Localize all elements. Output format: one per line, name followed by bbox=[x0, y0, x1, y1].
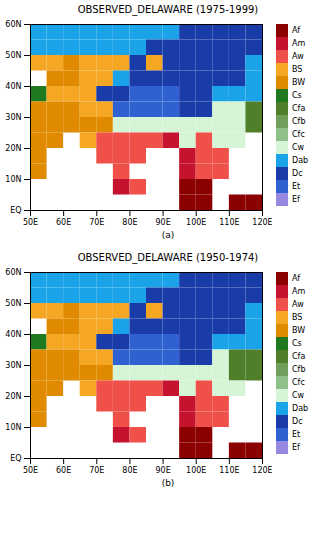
svg-text:110E: 110E bbox=[219, 466, 239, 475]
svg-text:50N: 50N bbox=[5, 299, 21, 308]
html-text:Am: Am bbox=[292, 39, 306, 48]
html-text:Dab: Dab bbox=[292, 404, 309, 413]
html-text:OBSERVED_DELAWARE (1950-1974): OBSERVED_DELAWARE (1950-1974) bbox=[77, 252, 259, 263]
svg-text:90E: 90E bbox=[155, 466, 170, 475]
svg-text:40N: 40N bbox=[5, 330, 21, 339]
html-text:Ef: Ef bbox=[292, 443, 300, 452]
html-text:Cfa: Cfa bbox=[292, 104, 306, 113]
html-text:Dab: Dab bbox=[292, 156, 309, 165]
html-text:Af: Af bbox=[292, 274, 300, 283]
html-text:Cfc: Cfc bbox=[292, 130, 305, 139]
html-text:(a): (a) bbox=[161, 230, 175, 240]
svg-text:EQ: EQ bbox=[10, 206, 21, 215]
svg-text:20N: 20N bbox=[5, 392, 21, 401]
html-text:Cfb: Cfb bbox=[292, 365, 306, 374]
html-text:Cs: Cs bbox=[292, 339, 302, 348]
html-text:Cfb: Cfb bbox=[292, 117, 306, 126]
html-text:Cw: Cw bbox=[292, 391, 305, 400]
svg-text:10N: 10N bbox=[5, 423, 21, 432]
svg-text:30N: 30N bbox=[5, 113, 21, 122]
html-text:(b): (b) bbox=[161, 478, 175, 488]
svg-text:80E: 80E bbox=[122, 466, 137, 475]
svg-text:100E: 100E bbox=[186, 218, 206, 227]
html-text:Am: Am bbox=[292, 287, 306, 296]
svg-text:50E: 50E bbox=[23, 218, 38, 227]
html-text:Et: Et bbox=[292, 182, 301, 191]
html-text:Aw: Aw bbox=[292, 300, 304, 309]
svg-text:20N: 20N bbox=[5, 144, 21, 153]
html-text:BW: BW bbox=[292, 78, 306, 87]
svg-text:50E: 50E bbox=[23, 466, 38, 475]
svg-text:60E: 60E bbox=[56, 218, 71, 227]
html-text:BW: BW bbox=[292, 326, 306, 335]
svg-text:100E: 100E bbox=[186, 466, 206, 475]
svg-text:120E: 120E bbox=[252, 466, 272, 475]
html-text:Cs: Cs bbox=[292, 91, 302, 100]
html-text:BS: BS bbox=[292, 313, 303, 322]
svg-text:60E: 60E bbox=[56, 466, 71, 475]
html-text:Af: Af bbox=[292, 26, 300, 35]
svg-text:30N: 30N bbox=[5, 361, 21, 370]
svg-text:EQ: EQ bbox=[10, 454, 21, 463]
svg-text:60N: 60N bbox=[5, 20, 21, 29]
html-text:Cw: Cw bbox=[292, 143, 305, 152]
html-text:BS: BS bbox=[292, 65, 303, 74]
html-text:Dc: Dc bbox=[292, 417, 303, 426]
svg-text:10N: 10N bbox=[5, 175, 21, 184]
svg-text:90E: 90E bbox=[155, 218, 170, 227]
html-text:Ef: Ef bbox=[292, 195, 300, 204]
svg-text:110E: 110E bbox=[219, 218, 239, 227]
html-text:Cfc: Cfc bbox=[292, 378, 305, 387]
svg-text:70E: 70E bbox=[89, 466, 104, 475]
html-text:OBSERVED_DELAWARE (1975-1999): OBSERVED_DELAWARE (1975-1999) bbox=[77, 4, 259, 15]
html-text:Dc: Dc bbox=[292, 169, 303, 178]
html-text:Et: Et bbox=[292, 430, 301, 439]
html-text:Cfa: Cfa bbox=[292, 352, 306, 361]
svg-text:70E: 70E bbox=[89, 218, 104, 227]
svg-text:50N: 50N bbox=[5, 51, 21, 60]
svg-text:60N: 60N bbox=[5, 268, 21, 277]
svg-text:80E: 80E bbox=[122, 218, 137, 227]
html-text:Aw: Aw bbox=[292, 52, 304, 61]
svg-text:120E: 120E bbox=[252, 218, 272, 227]
svg-text:40N: 40N bbox=[5, 82, 21, 91]
